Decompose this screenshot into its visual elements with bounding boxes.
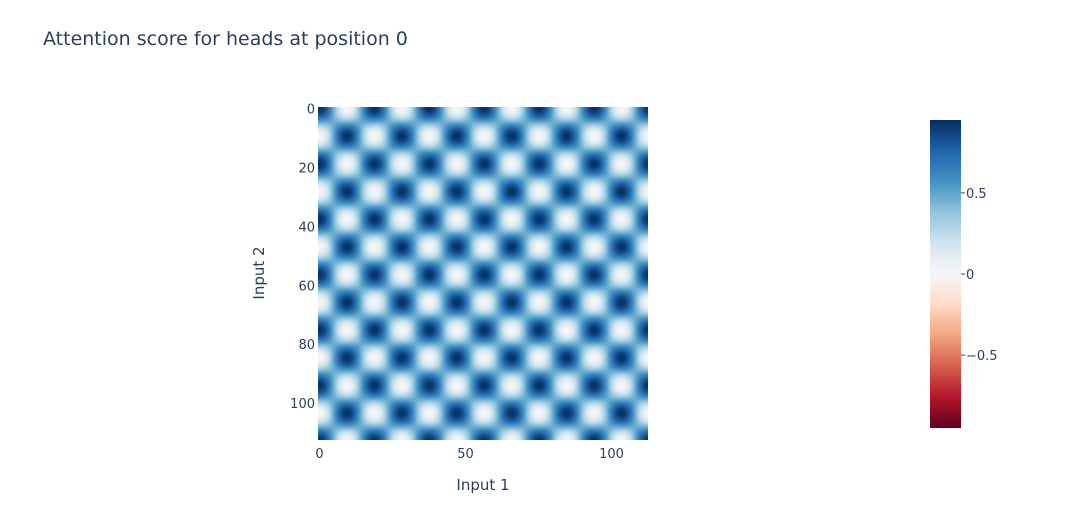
y-tick-label: 60 [298, 279, 315, 294]
colorbar-tick-label: 0.5 [966, 187, 987, 202]
colorbar-tick-label: −0.5 [966, 349, 998, 364]
chart-title: Attention score for heads at position 0 [43, 28, 408, 50]
x-axis-label: Input 1 [456, 476, 509, 494]
x-axis-ticks: 0 50 100 [315, 447, 624, 462]
x-tick-label: 100 [599, 447, 624, 462]
x-tick-label: 0 [315, 447, 323, 462]
y-tick-label: 20 [298, 161, 315, 176]
y-tick-label: 0 [307, 103, 315, 118]
heatmap-image[interactable] [318, 107, 648, 440]
colorbar-tick-label: 0 [966, 268, 974, 283]
y-tick-label: 100 [290, 397, 315, 412]
y-tick-label: 40 [298, 220, 315, 235]
y-axis-label: Input 2 [250, 246, 268, 299]
x-tick-label: 50 [457, 447, 474, 462]
y-tick-label: 80 [298, 338, 315, 353]
colorbar-ticks: 0.5 0 −0.5 [961, 187, 998, 364]
y-axis-ticks: 0 20 40 60 80 100 [290, 103, 315, 413]
colorbar-gradient [930, 120, 961, 428]
